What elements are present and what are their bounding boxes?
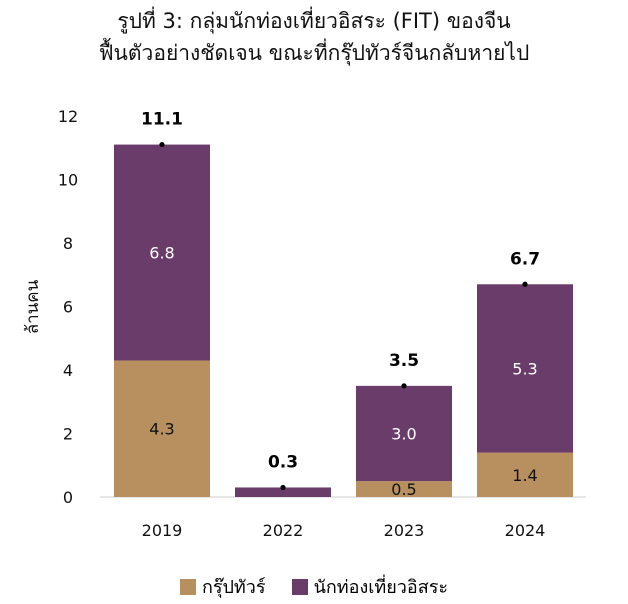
total-marker bbox=[159, 141, 165, 148]
legend-label-group-tour: กรุ๊ปทัวร์ bbox=[201, 577, 266, 598]
bar-total-label: 11.1 bbox=[141, 110, 183, 130]
bar-total-label: 6.7 bbox=[510, 249, 540, 269]
legend-swatch-group-tour bbox=[179, 578, 196, 595]
x-axis-ticks: 2019 2022 2023 2024 bbox=[142, 521, 546, 540]
total-marker bbox=[522, 281, 528, 287]
bar-segment-label: 3.0 bbox=[391, 425, 416, 444]
bar-segment bbox=[356, 481, 452, 497]
bar-segment bbox=[114, 144, 210, 361]
legend-item-fit: นักท่องเที่ยวอิสระ bbox=[291, 572, 449, 601]
bar-segment-label: 0.5 bbox=[391, 480, 416, 499]
x-tick-label: 2024 bbox=[505, 521, 546, 540]
y-axis-label: ล้านคน bbox=[23, 279, 43, 334]
total-marker bbox=[280, 484, 286, 491]
legend-item-group-tour: กรุ๊ปทัวร์ bbox=[179, 572, 266, 601]
y-axis-ticks: 0 2 4 6 8 10 12 bbox=[58, 107, 78, 507]
bar-segment bbox=[114, 360, 210, 497]
stacked-bar-chart: 0 2 4 6 8 10 12 4.3 6.8 11.1 0.3 0.5 3.0 3.5 1.4 5.3 6.… bbox=[23, 107, 586, 540]
y-tick-label: 4 bbox=[63, 361, 73, 380]
total-marker bbox=[401, 383, 407, 389]
bar-segment bbox=[235, 487, 331, 497]
y-tick-label: 6 bbox=[63, 298, 73, 317]
bar-total-label: 3.5 bbox=[389, 351, 419, 371]
bar-segment-label: 6.8 bbox=[149, 244, 174, 263]
bar-segment bbox=[477, 284, 573, 453]
legend-label-fit: นักท่องเที่ยวอิสระ bbox=[313, 577, 449, 598]
y-tick-label: 0 bbox=[63, 488, 73, 507]
legend: กรุ๊ปทัวร์ นักท่องเที่ยวอิสระ bbox=[0, 572, 628, 601]
x-tick-label: 2019 bbox=[142, 521, 183, 540]
bar-segment bbox=[356, 385, 452, 482]
x-tick-label: 2023 bbox=[384, 521, 425, 540]
y-tick-label: 10 bbox=[58, 171, 78, 190]
chart-title-line2: ฟื้นตัวอย่างชัดเจน ขณะที่กรุ๊ปทัวร์จีนกล… bbox=[98, 41, 530, 65]
y-tick-label: 12 bbox=[58, 107, 78, 126]
bars: 4.3 6.8 11.1 0.3 0.5 3.0 3.5 1.4 5.3 6.7 bbox=[114, 110, 573, 499]
chart-title-line1: รูปที่ 3: กลุ่มนักท่องเที่ยวอิสระ (FIT) … bbox=[117, 9, 511, 33]
bar-segment-label: 4.3 bbox=[149, 420, 174, 439]
legend-swatch-fit bbox=[291, 578, 308, 595]
y-tick-label: 2 bbox=[63, 425, 73, 444]
bar-segment bbox=[477, 452, 573, 497]
x-tick-label: 2022 bbox=[263, 521, 304, 540]
y-tick-label: 8 bbox=[63, 234, 73, 253]
bar-segment-label: 5.3 bbox=[512, 359, 537, 378]
bar-total-label: 0.3 bbox=[268, 452, 298, 472]
bar-segment-label: 1.4 bbox=[512, 466, 537, 485]
